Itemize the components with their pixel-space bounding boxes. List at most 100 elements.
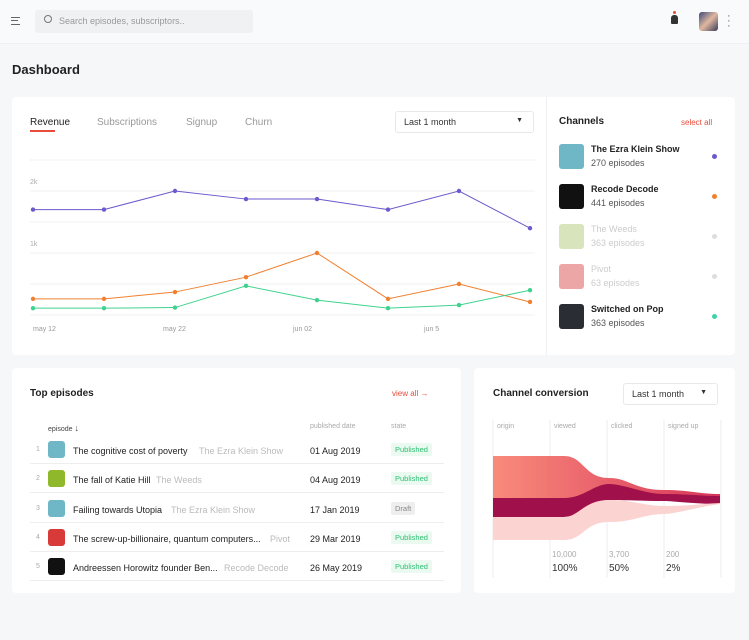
- range-value: Last 1 month: [404, 117, 457, 127]
- select-all-link[interactable]: select all: [681, 118, 713, 127]
- column-episode[interactable]: episode ↓: [48, 423, 79, 433]
- channel-item[interactable]: Switched on Pop 363 episodes: [559, 304, 729, 340]
- bell-icon[interactable]: [671, 15, 678, 24]
- channel-item[interactable]: The Ezra Klein Show 270 episodes: [559, 144, 729, 180]
- stage-label: viewed: [554, 423, 576, 430]
- data-point: [172, 305, 178, 310]
- channel-episodes: 63 episodes: [591, 278, 640, 288]
- table-row[interactable]: 5 Andreessen Horowitz founder Ben... Recod…: [30, 552, 444, 582]
- data-point: [385, 296, 391, 302]
- stage-percent: 2%: [666, 563, 681, 574]
- channels-title: Channels: [559, 116, 605, 127]
- episode-thumbnail: [48, 441, 65, 458]
- conversion-title: Channel conversion: [493, 388, 589, 399]
- tab-subscriptions[interactable]: Subscriptions: [97, 117, 158, 128]
- chevron-down-icon: ▼: [700, 389, 707, 396]
- table-row[interactable]: 3 Failing towards Utopia The Ezra Klein Sh…: [30, 494, 444, 523]
- tab-signup[interactable]: Signup: [186, 117, 218, 128]
- column-published-date[interactable]: published date: [310, 423, 356, 430]
- table-row[interactable]: 4 The screw-up-billionaire, quantum compu…: [30, 523, 444, 552]
- search-placeholder: Search episodes, subscriptors..: [59, 16, 185, 26]
- funnel-signup-band: [493, 500, 720, 540]
- conversion-funnel: [492, 420, 722, 578]
- data-point: [243, 196, 249, 202]
- stage-label: origin: [497, 423, 515, 430]
- arrow-right-icon: →: [420, 389, 429, 398]
- episode-title: The screw-up-billionaire, quantum comput…: [73, 533, 261, 544]
- channel-thumbnail: [559, 184, 584, 209]
- series-line: [33, 285, 531, 309]
- channel-episodes: 441 episodes: [591, 198, 645, 208]
- row-number: 3: [36, 504, 40, 512]
- episode-show: The Ezra Klein Show: [171, 504, 256, 515]
- revenue-card: [12, 97, 735, 355]
- data-point: [385, 305, 391, 311]
- published-date: 29 Mar 2019: [310, 533, 361, 544]
- avatar[interactable]: [699, 12, 718, 31]
- tab-revenue[interactable]: Revenue: [30, 117, 71, 128]
- channel-item[interactable]: Pivot 63 episodes: [559, 264, 729, 300]
- stage-percent: 100%: [552, 563, 578, 574]
- view-all-label: view all: [392, 389, 419, 398]
- channel-item[interactable]: The Weeds 363 episodes: [559, 224, 729, 260]
- view-all-link[interactable]: view all →: [392, 389, 428, 398]
- status-badge: Published: [391, 472, 432, 486]
- episode-show: The Weeds: [156, 475, 202, 486]
- data-point: [101, 305, 107, 311]
- data-point: [30, 207, 36, 212]
- channel-thumbnail: [559, 264, 584, 289]
- data-point: [456, 302, 462, 308]
- series-line: [33, 190, 531, 229]
- data-point: [527, 299, 533, 305]
- channel-name: Recode Decode: [591, 184, 659, 194]
- column-label: episode: [48, 426, 73, 433]
- published-date: 04 Aug 2019: [310, 475, 361, 486]
- episode-title: The fall of Katie Hill: [73, 475, 151, 486]
- row-number: 2: [36, 475, 40, 483]
- top-episodes-card: [12, 368, 461, 593]
- conversion-range-select[interactable]: Last 1 month ▼: [623, 383, 718, 405]
- revenue-chart: 2k 1k may 12 may 22 jun 02 jun 5: [30, 159, 535, 333]
- tab-churn[interactable]: Churn: [245, 117, 273, 128]
- funnel-viewed-band: [493, 484, 720, 517]
- more-icon[interactable]: · · ·: [727, 10, 731, 32]
- table-row[interactable]: 2 The fall of Katie Hill The Weeds 04 Aug 2…: [30, 464, 444, 494]
- y-tick-label: 1k: [30, 241, 38, 248]
- row-number: 4: [36, 533, 40, 541]
- stage-percent: 50%: [609, 563, 630, 574]
- channel-color-dot: [712, 314, 717, 319]
- column-state[interactable]: state: [391, 423, 407, 430]
- data-point: [172, 188, 178, 194]
- revenue-range-select[interactable]: Last 1 month ▼: [395, 111, 534, 133]
- sort-down-icon: ↓: [74, 423, 79, 433]
- row-number: 5: [36, 563, 40, 571]
- channel-color-dot: [712, 274, 717, 279]
- data-point: [385, 207, 391, 212]
- episode-thumbnail: [48, 558, 65, 576]
- published-date: 01 Aug 2019: [310, 446, 361, 456]
- data-point: [243, 283, 249, 289]
- episode-show: Recode Decode: [224, 563, 289, 574]
- stage-count: 3,700: [609, 550, 630, 559]
- channel-name: The Weeds: [591, 224, 637, 234]
- data-point: [527, 288, 533, 293]
- x-tick-label: may 22: [163, 326, 186, 333]
- channel-thumbnail: [559, 304, 584, 329]
- data-point: [101, 296, 107, 302]
- x-tick-label: may 12: [33, 326, 56, 333]
- table-row[interactable]: 1 The cognitive cost of poverty The Ezra K…: [30, 435, 444, 464]
- data-point: [527, 226, 533, 231]
- published-date: 26 May 2019: [310, 563, 363, 574]
- data-point: [314, 250, 320, 256]
- search-input[interactable]: Search episodes, subscriptors..: [35, 10, 253, 33]
- menu-icon[interactable]: [11, 17, 20, 25]
- channel-color-dot: [712, 194, 717, 199]
- channel-color-dot: [712, 234, 717, 239]
- data-point: [243, 274, 249, 280]
- x-tick-label: jun 5: [423, 326, 439, 333]
- page-title: Dashboard: [12, 62, 80, 77]
- data-point: [314, 196, 320, 202]
- published-date: 17 Jan 2019: [310, 504, 360, 515]
- channel-item[interactable]: Recode Decode 441 episodes: [559, 184, 729, 220]
- status-badge: Published: [391, 443, 432, 456]
